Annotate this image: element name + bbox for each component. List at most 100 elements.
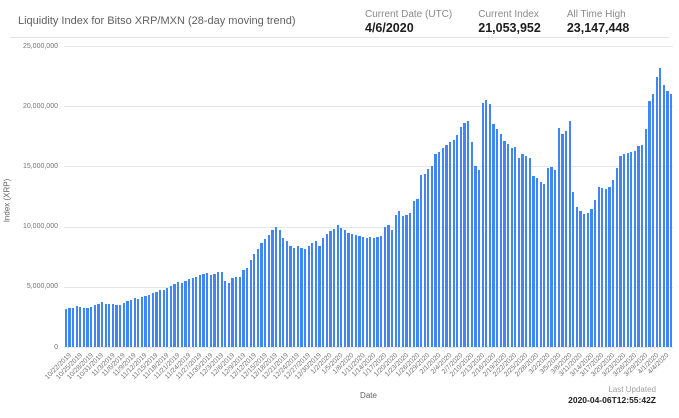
bar[interactable]	[604, 189, 608, 347]
bar[interactable]	[213, 273, 216, 347]
bar[interactable]	[470, 142, 473, 347]
bar[interactable]	[198, 275, 202, 347]
bar[interactable]	[441, 148, 444, 347]
bar[interactable]	[630, 151, 633, 347]
bar[interactable]	[383, 227, 386, 347]
bar[interactable]	[119, 304, 122, 347]
bar[interactable]	[641, 144, 644, 347]
bar[interactable]	[405, 214, 408, 347]
bar[interactable]	[93, 304, 96, 347]
bar[interactable]	[166, 288, 169, 347]
bar[interactable]	[644, 129, 647, 347]
bar[interactable]	[256, 249, 260, 347]
bar[interactable]	[209, 274, 212, 347]
bar[interactable]	[358, 235, 361, 347]
bar[interactable]	[187, 278, 191, 347]
bar[interactable]	[82, 307, 86, 347]
bar[interactable]	[293, 248, 296, 347]
bar[interactable]	[369, 236, 372, 347]
bar[interactable]	[622, 153, 626, 347]
bar[interactable]	[637, 145, 640, 347]
bar[interactable]	[525, 155, 528, 347]
bar[interactable]	[557, 127, 560, 347]
bar[interactable]	[173, 283, 176, 347]
bar[interactable]	[633, 150, 637, 347]
bar[interactable]	[372, 238, 376, 347]
bar[interactable]	[543, 183, 546, 347]
bar[interactable]	[148, 294, 151, 347]
bar[interactable]	[336, 225, 339, 347]
bar[interactable]	[452, 139, 455, 347]
bar[interactable]	[351, 233, 354, 347]
bar[interactable]	[303, 249, 307, 347]
bar[interactable]	[517, 157, 521, 347]
bar[interactable]	[184, 280, 187, 347]
bar[interactable]	[216, 271, 220, 347]
bar[interactable]	[75, 306, 78, 347]
bar[interactable]	[162, 289, 165, 347]
bar[interactable]	[528, 157, 531, 347]
bar[interactable]	[108, 304, 111, 347]
bar[interactable]	[314, 241, 318, 347]
bar[interactable]	[575, 207, 579, 347]
bar[interactable]	[361, 236, 365, 347]
bar[interactable]	[271, 230, 274, 347]
bar[interactable]	[568, 120, 571, 347]
bar[interactable]	[231, 278, 234, 347]
bar[interactable]	[376, 236, 379, 347]
bar[interactable]	[68, 308, 71, 347]
bar[interactable]	[325, 233, 328, 347]
bar[interactable]	[354, 235, 357, 347]
bar[interactable]	[474, 166, 477, 347]
bar[interactable]	[459, 126, 463, 347]
bar[interactable]	[670, 93, 673, 347]
bar[interactable]	[601, 188, 604, 347]
bar[interactable]	[564, 131, 568, 347]
bar[interactable]	[593, 200, 597, 347]
bar[interactable]	[659, 68, 662, 347]
bar[interactable]	[427, 168, 430, 347]
bar[interactable]	[409, 212, 412, 347]
bar[interactable]	[554, 170, 557, 347]
bar[interactable]	[419, 175, 423, 347]
bar[interactable]	[499, 133, 502, 347]
bar[interactable]	[285, 241, 289, 347]
bar[interactable]	[485, 100, 488, 347]
bar[interactable]	[129, 300, 133, 347]
bar[interactable]	[177, 281, 180, 347]
bar[interactable]	[448, 142, 452, 347]
bar[interactable]	[202, 274, 205, 347]
bar[interactable]	[619, 155, 622, 347]
bar[interactable]	[590, 208, 593, 347]
bar[interactable]	[242, 269, 245, 347]
bar[interactable]	[416, 198, 419, 347]
bar[interactable]	[90, 306, 93, 347]
bar[interactable]	[608, 187, 611, 347]
bar[interactable]	[586, 213, 589, 347]
bar[interactable]	[267, 235, 270, 347]
bar[interactable]	[206, 272, 209, 347]
bar[interactable]	[579, 210, 582, 347]
bar[interactable]	[289, 246, 292, 347]
bar[interactable]	[249, 259, 252, 347]
bar[interactable]	[532, 176, 535, 347]
bar[interactable]	[434, 154, 437, 347]
bar[interactable]	[398, 210, 401, 347]
bar[interactable]	[626, 153, 629, 347]
bar[interactable]	[510, 148, 513, 347]
bar[interactable]	[340, 227, 343, 347]
bar[interactable]	[503, 141, 506, 347]
bar[interactable]	[122, 303, 125, 347]
bar[interactable]	[322, 238, 325, 347]
bar[interactable]	[347, 232, 350, 347]
bar[interactable]	[492, 124, 495, 347]
bar[interactable]	[514, 147, 517, 347]
bar[interactable]	[456, 135, 459, 347]
bar[interactable]	[546, 167, 550, 347]
bar[interactable]	[477, 170, 481, 347]
bar[interactable]	[253, 253, 256, 347]
bar[interactable]	[651, 94, 655, 347]
bar[interactable]	[278, 229, 281, 347]
bar[interactable]	[104, 303, 107, 347]
bar[interactable]	[561, 133, 564, 347]
